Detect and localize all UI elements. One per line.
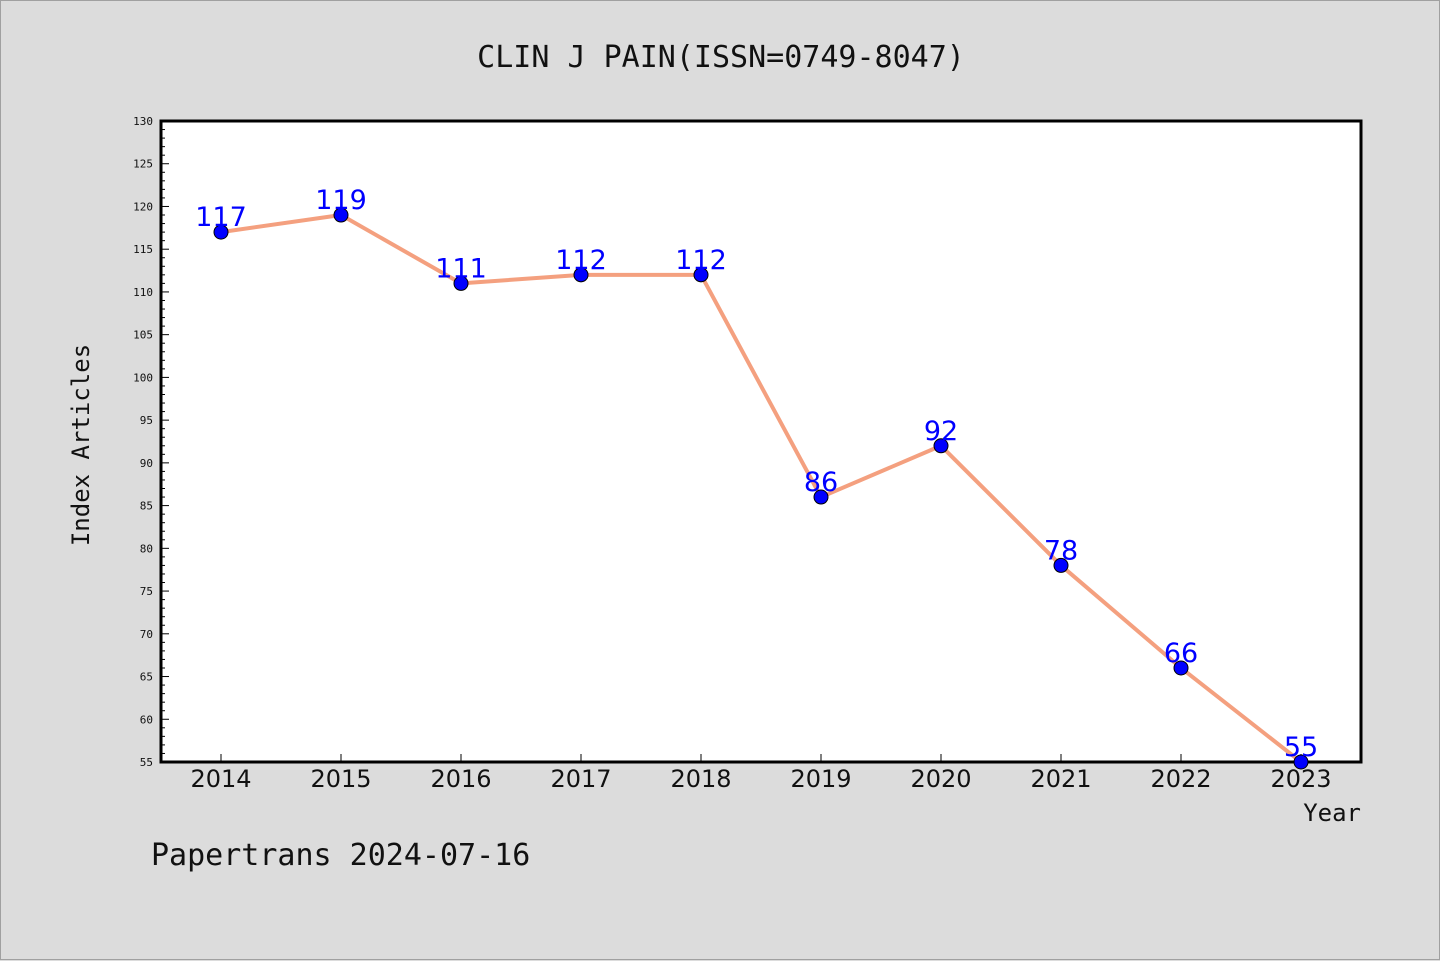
x-tick-label: 2014 xyxy=(190,765,251,793)
x-tick-label: 2019 xyxy=(790,765,851,793)
series-group: 117 119 111 112 112 86 92 78 66 55 xyxy=(195,185,1318,770)
y-tick-label: 115 xyxy=(133,243,153,256)
axis-ticks: 55 60 65 70 75 80 85 90 95 100 105 110 115 120 125 130 2… xyxy=(133,115,1331,793)
y-tick-label: 110 xyxy=(133,286,153,299)
y-tick-label: 100 xyxy=(133,371,153,384)
data-point xyxy=(333,207,349,223)
y-tick-label: 125 xyxy=(133,158,153,171)
y-tick-label: 65 xyxy=(140,671,153,684)
x-tick-label: 2018 xyxy=(670,765,731,793)
data-point xyxy=(693,267,709,283)
data-label: 117 xyxy=(195,202,247,233)
x-tick-label: 2015 xyxy=(310,765,371,793)
data-point xyxy=(813,489,829,505)
footer-text: Papertrans 2024-07-16 xyxy=(151,838,530,873)
x-tick-label: 2023 xyxy=(1270,765,1331,793)
data-point xyxy=(933,438,949,454)
data-point xyxy=(213,224,229,240)
data-point xyxy=(573,267,589,283)
x-tick-label: 2020 xyxy=(910,765,971,793)
x-axis-label: Year xyxy=(1303,799,1361,827)
y-tick-label: 95 xyxy=(140,414,153,427)
data-label: 119 xyxy=(315,185,367,216)
data-point xyxy=(453,275,469,291)
y-tick-label: 90 xyxy=(140,457,153,470)
y-tick-label: 55 xyxy=(140,756,153,769)
series-line xyxy=(220,213,1303,764)
chart-title: CLIN J PAIN(ISSN=0749-8047) xyxy=(477,40,965,75)
y-tick-label: 70 xyxy=(140,628,153,641)
data-label: 78 xyxy=(1044,535,1078,566)
y-tick-label: 80 xyxy=(140,542,153,555)
x-tick-label: 2017 xyxy=(550,765,611,793)
y-tick-label: 130 xyxy=(133,115,153,128)
y-tick-label: 60 xyxy=(140,713,153,726)
x-tick-label: 2016 xyxy=(430,765,491,793)
y-tick-label: 85 xyxy=(140,500,153,513)
data-point xyxy=(1293,754,1309,770)
y-tick-label: 75 xyxy=(140,585,153,598)
y-tick-label: 105 xyxy=(133,329,153,342)
data-label: 55 xyxy=(1284,732,1318,763)
x-tick-label: 2022 xyxy=(1150,765,1211,793)
y-axis-label: Index Articles xyxy=(67,344,95,546)
data-label: 86 xyxy=(804,467,838,498)
y-tick-label: 120 xyxy=(133,200,153,213)
data-point xyxy=(1053,557,1069,573)
data-label: 66 xyxy=(1164,638,1198,669)
data-label: 112 xyxy=(555,245,607,276)
x-tick-label: 2021 xyxy=(1030,765,1091,793)
data-label: 111 xyxy=(435,253,487,284)
data-point xyxy=(1173,660,1189,676)
data-label: 92 xyxy=(924,416,958,447)
data-label: 112 xyxy=(675,245,727,276)
